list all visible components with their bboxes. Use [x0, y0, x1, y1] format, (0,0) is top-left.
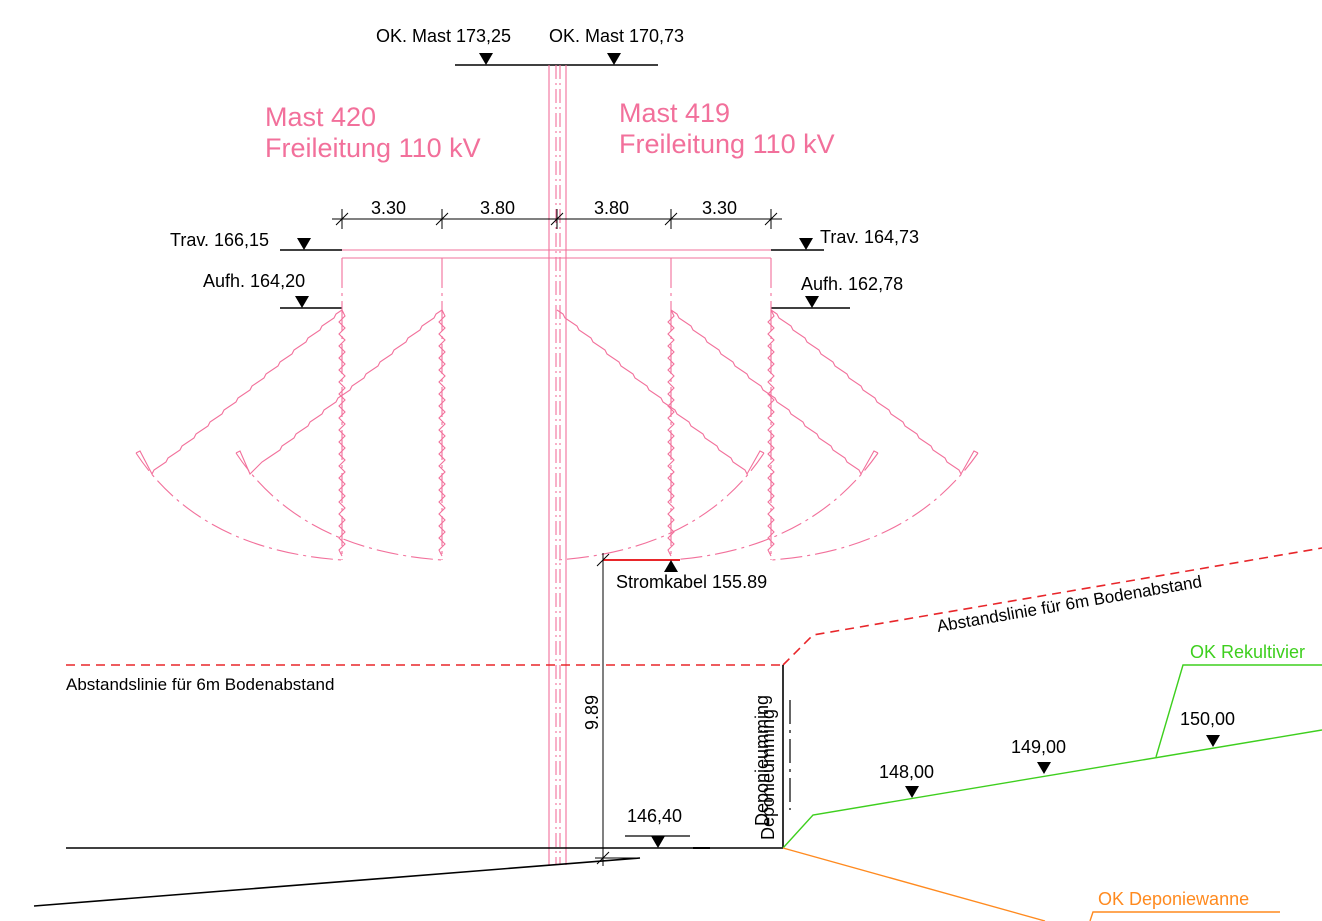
level-149: 149,00 [1011, 737, 1066, 774]
recultivation-surface [782, 664, 1322, 849]
dimension-label-2: 3.80 [480, 198, 515, 218]
dimension-ticks [335, 209, 778, 229]
ground-level-146-label: 146,40 [627, 806, 682, 826]
crossarm-level-right: Trav. 164,73 [771, 227, 919, 251]
suspension-level-right-marker [805, 296, 819, 308]
vertical-clearance-value: 9.89 [582, 695, 602, 730]
level-150-marker [1206, 735, 1220, 747]
crossarm-dimensions: 3.30 3.80 3.80 3.30 [332, 198, 782, 229]
landfill-liner [782, 847, 1280, 921]
level-149-marker [1037, 762, 1051, 774]
swing-arc-3 [556, 452, 765, 561]
swing-arc-4 [670, 452, 879, 561]
landfill-fence-label-overlap: Deponieumming [752, 695, 772, 826]
swing-arc-5 [770, 452, 979, 561]
crossarm-level-right-label: Trav. 164,73 [820, 227, 919, 247]
swing-string-1 [135, 309, 343, 476]
crossarm-level-right-marker [799, 238, 813, 250]
dimension-label-1: 3.30 [371, 198, 406, 218]
dimension-label-4: 3.30 [702, 198, 737, 218]
mast-419-top-level-marker [607, 53, 621, 65]
mast-top-levels: OK. Mast 173,25 OK. Mast 170,73 [376, 26, 684, 66]
insulator-string-3 [667, 309, 675, 557]
ground-level-146: 146,40 [625, 806, 690, 848]
liner-line [782, 847, 1046, 921]
insulator-string-1 [338, 309, 346, 557]
level-148-label: 148,00 [879, 762, 934, 782]
suspension-level-left-marker [295, 296, 309, 308]
crossarm-level-left: Trav. 166,15 [170, 230, 342, 251]
existing-ground [33, 847, 783, 907]
recultivation-line [782, 729, 1322, 849]
level-150: 150,00 [1180, 709, 1235, 747]
ground-slope-line [33, 857, 641, 907]
insulator-string-4 [767, 309, 775, 557]
mast-419-title: Mast 419 [619, 98, 730, 128]
level-148-marker [905, 786, 919, 798]
power-cable-label: Stromkabel 155.89 [616, 572, 767, 592]
dimension-label-3: 3.80 [594, 198, 629, 218]
mast-420-title: Mast 420 [265, 102, 376, 132]
clearance-label-right: Abstandslinie für 6m Bodenabstand [935, 572, 1203, 636]
swing-string-3 [556, 309, 765, 476]
suspension-level-left: Aufh. 164,20 [203, 271, 342, 309]
suspension-level-right-label: Aufh. 162,78 [801, 274, 903, 294]
insulator-swing-zones [135, 258, 979, 561]
mast-titles: Mast 420 Freileitung 110 kV Mast 419 Fre… [265, 98, 835, 163]
landfill-fence [782, 665, 791, 848]
mast-shaft [548, 65, 567, 865]
liner-label: OK Deponiewanne [1098, 889, 1249, 909]
recultivation-label-leader [1155, 664, 1322, 758]
swing-string-2 [235, 309, 443, 475]
suspension-level-right: Aufh. 162,78 [771, 274, 903, 309]
clearance-label-left: Abstandslinie für 6m Bodenabstand [66, 675, 334, 694]
landfill-fence-label: Deponieumming [758, 709, 778, 840]
mast-419-top-level-label: OK. Mast 170,73 [549, 26, 684, 46]
swing-arc-1 [135, 452, 343, 561]
mast-420-top-level-label: OK. Mast 173,25 [376, 26, 511, 46]
ground-level-146-marker [651, 836, 665, 848]
mast-419-line-label: Freileitung 110 kV [619, 129, 835, 159]
recultivation-label: OK Rekultivier [1190, 642, 1305, 662]
swing-arc-2 [235, 452, 443, 561]
level-148: 148,00 [879, 762, 934, 798]
swing-string-4 [670, 309, 879, 476]
level-150-label: 150,00 [1180, 709, 1235, 729]
level-149-label: 149,00 [1011, 737, 1066, 757]
clearance-lines [66, 547, 1322, 666]
power-cable: Stromkabel 155.89 [603, 559, 767, 592]
mast-420-line-label: Freileitung 110 kV [265, 133, 481, 163]
liner-label-leader [1089, 911, 1280, 921]
power-cable-marker [664, 560, 678, 572]
insulator-string-2 [438, 309, 446, 557]
crossarm [342, 249, 771, 259]
suspension-level-left-label: Aufh. 164,20 [203, 271, 305, 291]
crossarm-level-left-marker [297, 238, 311, 250]
mast-420-top-level-marker [479, 53, 493, 65]
swing-string-5 [770, 309, 979, 476]
crossarm-level-left-label: Trav. 166,15 [170, 230, 269, 250]
